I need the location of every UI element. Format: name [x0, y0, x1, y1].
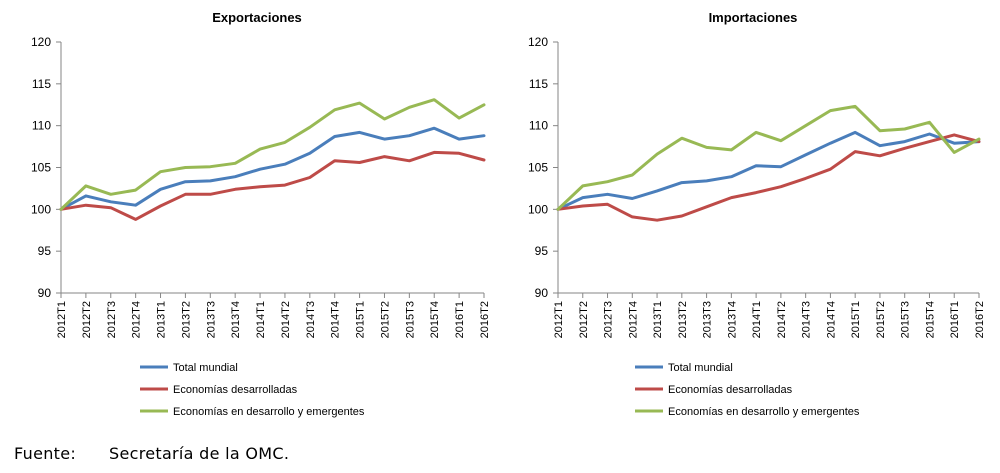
- importaciones-xtick-label: 2012T2: [578, 301, 590, 338]
- importaciones-xtick-label: 2012T4: [627, 301, 639, 338]
- exportaciones-xtick-label: 2012T3: [106, 301, 118, 338]
- importaciones-ytick-label: 95: [535, 244, 549, 258]
- exportaciones-series-economias-desarrolladas: [59, 150, 486, 221]
- exportaciones-xtick-label: 2012T2: [81, 301, 93, 338]
- exportaciones-series-economias-en-desarrollo-y-emergentes: [59, 98, 486, 211]
- exportaciones-ytick-label: 100: [31, 202, 51, 216]
- exportaciones-series-total-mundial: [59, 126, 486, 211]
- exportaciones-ytick-label: 115: [32, 77, 51, 91]
- importaciones-ytick-label: 100: [528, 202, 548, 216]
- source-note: Fuente: Secretaría de la OMC.: [14, 444, 289, 463]
- importaciones-xtick-label: 2015T4: [924, 301, 936, 338]
- exportaciones-xtick-label: 2012T1: [56, 301, 68, 338]
- exportaciones-legend-label-economias-desarrolladas: Economías desarrolladas: [173, 384, 298, 396]
- importaciones-xtick-label: 2014T1: [751, 301, 763, 338]
- exportaciones-xtick-label: 2014T3: [305, 301, 317, 338]
- exportaciones-xtick-label: 2013T1: [156, 301, 168, 338]
- importaciones-series-total-mundial: [556, 130, 981, 211]
- importaciones-xtick-label: 2012T3: [603, 301, 615, 338]
- importaciones-xtick-label: 2016T1: [949, 301, 961, 338]
- exportaciones-xtick-label: 2015T1: [355, 301, 367, 338]
- importaciones-xtick-label: 2014T2: [776, 301, 788, 338]
- importaciones-ytick-label: 105: [528, 161, 548, 175]
- exportaciones-xtick-label: 2013T3: [205, 301, 217, 338]
- importaciones-ytick-label: 110: [529, 119, 548, 133]
- importaciones-series-economias-desarrolladas: [556, 133, 981, 222]
- source-text: Secretaría de la OMC.: [109, 444, 290, 463]
- exportaciones-xtick-label: 2015T4: [429, 301, 441, 338]
- importaciones-xtick-label: 2013T1: [652, 301, 664, 338]
- importaciones-ytick-label: 115: [529, 77, 548, 91]
- importaciones-legend-label-economias-en-desarrollo-y-emergentes: Economías en desarrollo y emergentes: [668, 406, 860, 418]
- exportaciones-ytick-label: 120: [31, 35, 51, 49]
- source-label: Fuente:: [14, 444, 77, 463]
- importaciones-xtick-label: 2013T2: [677, 301, 689, 338]
- importaciones-ytick-label: 120: [528, 35, 548, 49]
- exportaciones-xtick-label: 2014T1: [255, 301, 267, 338]
- exportaciones-xtick-label: 2015T2: [379, 301, 391, 338]
- exportaciones-legend-label-economias-en-desarrollo-y-emergentes: Economías en desarrollo y emergentes: [173, 406, 365, 418]
- importaciones-legend-label-total-mundial: Total mundial: [668, 362, 733, 374]
- importaciones-xtick-label: 2012T1: [553, 301, 565, 338]
- exportaciones-title: Exportaciones: [212, 10, 302, 25]
- importaciones-xtick-label: 2014T3: [801, 301, 813, 338]
- importaciones-legend-label-economias-desarrolladas: Economías desarrolladas: [668, 384, 793, 396]
- importaciones-series-economias-en-desarrollo-y-emergentes: [556, 104, 981, 211]
- exportaciones-xtick-label: 2013T4: [230, 301, 242, 338]
- exportaciones-xtick-label: 2016T2: [479, 301, 491, 338]
- importaciones-xtick-label: 2015T3: [900, 301, 912, 338]
- exportaciones-xtick-label: 2012T4: [131, 301, 143, 338]
- importaciones-chart: Importaciones 90 95 100 105 110 115 120 2012T1 20…: [528, 10, 986, 418]
- exportaciones-legend-label-total-mundial: Total mundial: [173, 362, 238, 374]
- importaciones-xtick-label: 2015T1: [850, 301, 862, 338]
- exportaciones-xtick-label: 2014T2: [280, 301, 292, 338]
- exportaciones-xtick-label: 2016T1: [454, 301, 466, 338]
- exportaciones-xtick-label: 2014T4: [330, 301, 342, 338]
- importaciones-xtick-label: 2014T4: [825, 301, 837, 338]
- exportaciones-xtick-label: 2013T2: [180, 301, 192, 338]
- exportaciones-chart: Exportaciones 90 95 100 105 110 115 120 2012T1 20…: [31, 10, 491, 418]
- exportaciones-xtick-label: 2015T3: [404, 301, 416, 338]
- importaciones-xtick-label: 2016T2: [974, 301, 986, 338]
- importaciones-xtick-label: 2013T3: [702, 301, 714, 338]
- importaciones-ytick-label: 90: [535, 286, 549, 300]
- importaciones-title: Importaciones: [709, 10, 798, 25]
- exportaciones-ytick-label: 90: [38, 286, 52, 300]
- importaciones-xtick-label: 2013T4: [726, 301, 738, 338]
- exportaciones-ytick-label: 110: [32, 119, 51, 133]
- exportaciones-ytick-label: 95: [38, 244, 52, 258]
- importaciones-xtick-label: 2015T2: [875, 301, 887, 338]
- exportaciones-ytick-label: 105: [31, 161, 51, 175]
